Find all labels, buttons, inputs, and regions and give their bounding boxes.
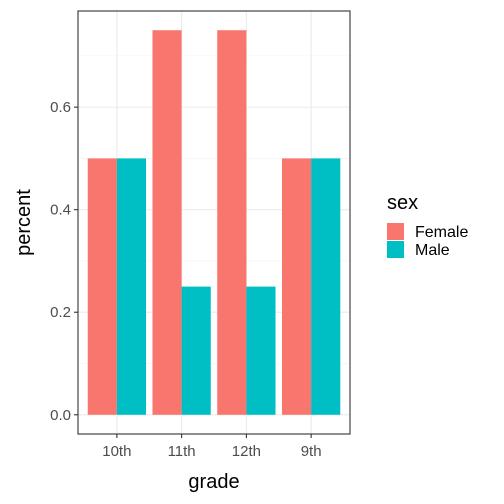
y-axis-title: percent (13, 189, 35, 256)
legend-title: sex (387, 192, 418, 214)
legend-label-female: Female (415, 224, 468, 241)
bar-female-10th (87, 158, 117, 415)
bar-male-10th (116, 158, 146, 415)
y-tick-label: 0.4 (50, 202, 71, 219)
bar-female-9th (282, 158, 312, 415)
x-tick-label: 12th (232, 443, 261, 460)
legend-label-male: Male (415, 242, 450, 259)
legend-key-female (387, 223, 404, 240)
x-tick-label: 11th (168, 443, 196, 460)
bars (87, 30, 341, 415)
legend-key-male (387, 241, 404, 258)
y-tick-label: 0.6 (50, 99, 71, 116)
y-tick-label: 0.0 (50, 407, 71, 424)
bar-male-11th (181, 286, 211, 415)
bar-female-12th (217, 30, 247, 415)
panel-border (77, 10, 351, 435)
bar-female-11th (152, 30, 182, 415)
y-axis-ticks: 0.0 0.2 0.4 0.6 (50, 99, 78, 424)
x-tick-label: 9th (301, 443, 322, 460)
bar-male-9th (311, 158, 341, 415)
y-tick-label: 0.2 (50, 304, 71, 321)
bar-male-12th (246, 286, 276, 415)
x-axis-title: grade (188, 471, 239, 493)
x-tick-label: 10th (102, 443, 131, 460)
x-axis-ticks: 10th 11th 12th 9th (102, 434, 322, 460)
